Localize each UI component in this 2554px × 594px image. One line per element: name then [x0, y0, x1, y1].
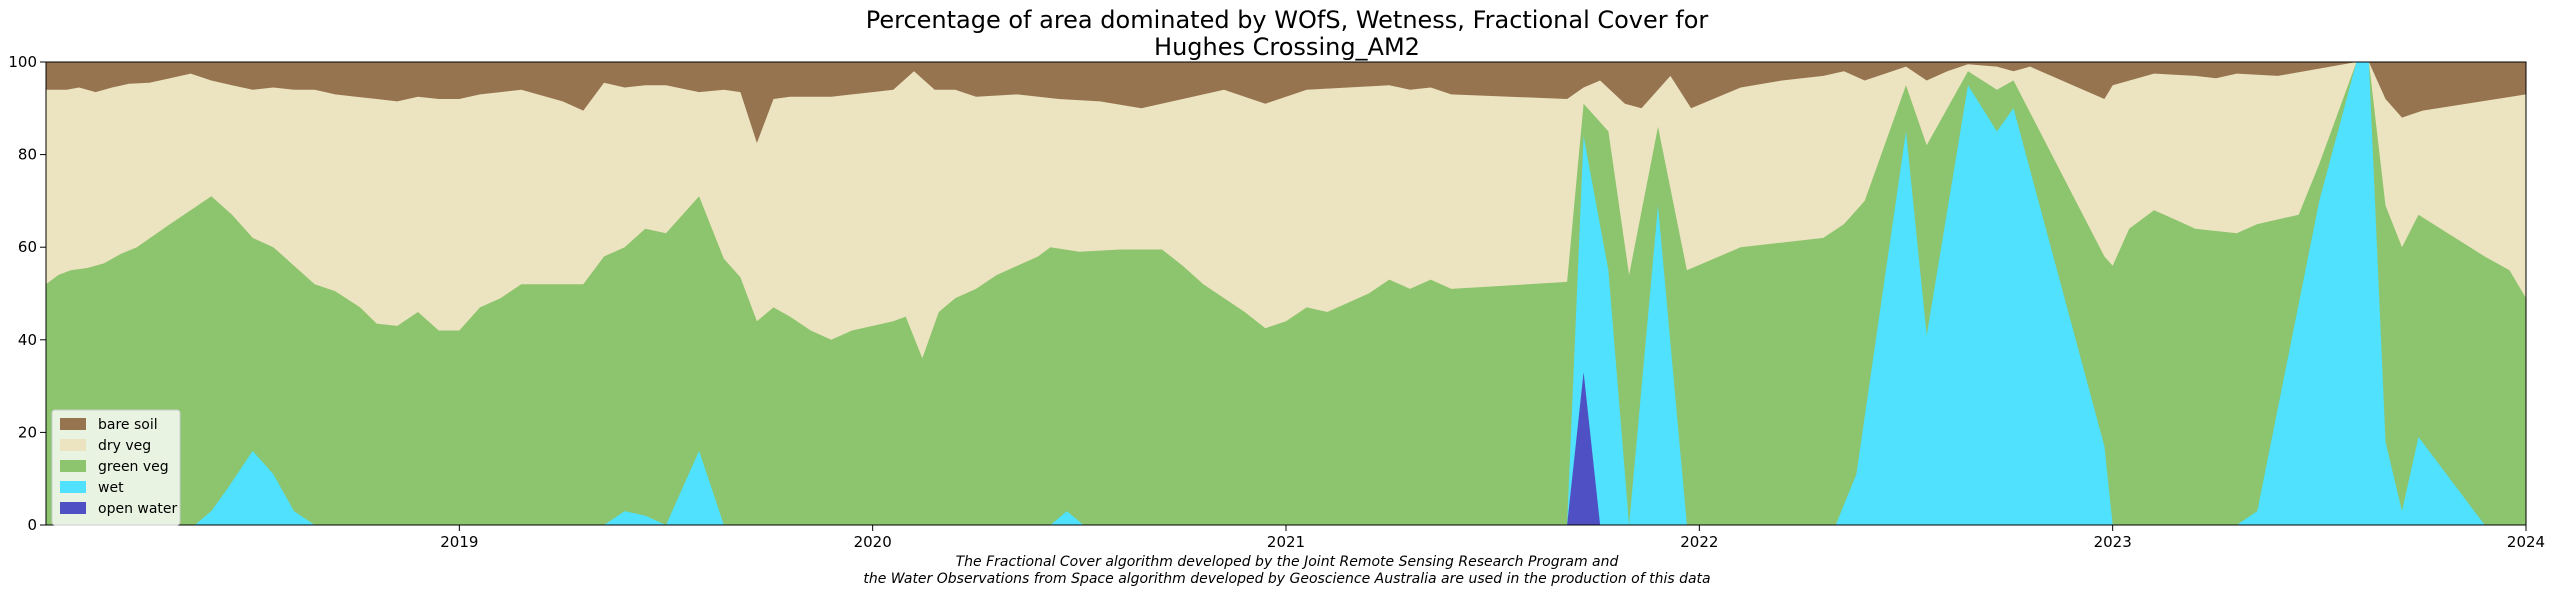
footnote-line-2: the Water Observations from Space algori… — [863, 571, 1710, 587]
y-tick-label: 60 — [18, 238, 37, 256]
legend-swatch — [60, 460, 86, 472]
legend-box — [51, 409, 181, 526]
x-tick-label: 2024 — [2507, 533, 2545, 551]
legend-swatch — [60, 418, 86, 430]
x-tick-label: 2021 — [1267, 533, 1305, 551]
y-tick-label: 40 — [18, 331, 37, 349]
chart-subtitle: Hughes Crossing_AM2 — [1154, 33, 1420, 61]
y-tick-label: 0 — [27, 516, 37, 534]
legend-swatch — [60, 439, 86, 451]
x-tick-label: 2023 — [2094, 533, 2132, 551]
legend-swatch — [60, 481, 86, 493]
legend-swatch — [60, 502, 86, 514]
x-tick-label: 2019 — [440, 533, 478, 551]
legend-label: wet — [98, 480, 124, 496]
area-wet — [46, 62, 2526, 525]
chart-title: Percentage of area dominated by WOfS, We… — [866, 6, 1709, 34]
footnote-line-1: The Fractional Cover algorithm developed… — [956, 554, 1619, 570]
plot-area — [45, 61, 2527, 526]
legend-label: dry veg — [98, 438, 151, 454]
y-tick-label: 80 — [18, 146, 37, 164]
legend-label: green veg — [98, 459, 169, 475]
y-tick-label: 100 — [8, 53, 37, 71]
y-tick-label: 20 — [18, 423, 37, 441]
y-axis: 0 20 40 60 80 100 — [8, 53, 46, 534]
legend-label: bare soil — [98, 417, 158, 433]
legend-label: open water — [98, 501, 178, 517]
x-tick-label: 2022 — [1680, 533, 1718, 551]
legend: bare soil dry veg green veg wet open water — [51, 409, 181, 526]
x-tick-label: 2020 — [854, 533, 892, 551]
x-axis: 2019 2020 2021 2022 2023 2024 — [440, 525, 2545, 551]
